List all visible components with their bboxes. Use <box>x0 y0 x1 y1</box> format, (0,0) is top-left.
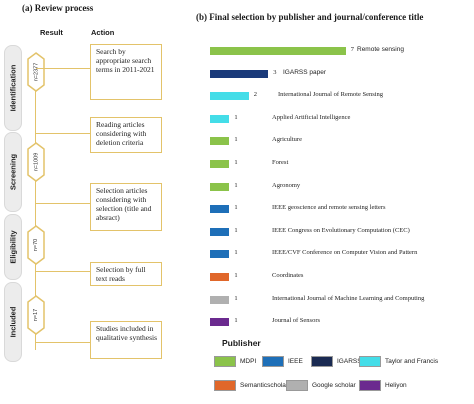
bar-12 <box>210 318 230 327</box>
phase-eligibility: Eligibility <box>4 214 22 280</box>
legend-label: Taylor and Francis <box>385 358 439 365</box>
bar-category-label: Agriculture <box>272 136 302 144</box>
phase-identification: Identification <box>4 45 22 131</box>
bar-value-label: 1 <box>234 204 238 212</box>
bar-9 <box>210 250 230 259</box>
bar-value-label: 1 <box>234 159 238 166</box>
connector-5 <box>36 342 90 343</box>
action-box-full-text: Selection by full text reads <box>90 262 162 286</box>
legend-label: IGARSS <box>337 358 362 365</box>
bar-value-label: 1 <box>234 294 238 302</box>
bar-11 <box>210 295 230 304</box>
legend-label: Semanticscholar <box>240 382 289 389</box>
action-box-included: Studies included in qualitative synthesi… <box>90 321 162 359</box>
bar-category-label: Coordinates <box>272 272 304 279</box>
bar-3 <box>210 114 230 123</box>
phase-screening: Screening <box>4 132 22 212</box>
legend-title: Publisher <box>222 338 261 348</box>
bar-category-label: IGARSS paper <box>283 68 326 76</box>
count-hexagon-screening: n=1009 <box>27 142 45 182</box>
count-hexagon-included: n=17 <box>27 295 45 335</box>
connector-2 <box>36 133 90 134</box>
connector-3 <box>36 203 90 204</box>
connector-4 <box>36 271 90 272</box>
bar-7 <box>210 205 230 214</box>
bar-0 <box>210 47 346 55</box>
bar-category-label: Applied Artificial Intelligence <box>272 113 351 121</box>
bar-value-label: 1 <box>234 113 238 121</box>
legend-label: MDPI <box>240 358 257 365</box>
bar-value-label: 1 <box>234 317 238 325</box>
bar-category-label: IEEE Congress on Evolutionary Computatio… <box>272 226 410 234</box>
bar-value-label: 1 <box>234 272 238 279</box>
count-hexagon-eligibility: n=70 <box>27 225 45 265</box>
bar-category-label: Forest <box>272 159 289 166</box>
bar-category-label: Remote sensing <box>357 46 404 53</box>
legend-label: Google scholar <box>312 382 356 389</box>
action-box-search: Search by appropriate search terms in 20… <box>90 44 162 100</box>
bar-4 <box>210 137 230 146</box>
bar-category-label: Agronomy <box>272 181 301 189</box>
bar-8 <box>210 227 230 236</box>
bar-value-label: 7 <box>350 46 355 53</box>
bar-category-label: International Journal of Machine Learnin… <box>272 294 425 302</box>
bar-2 <box>210 92 249 101</box>
legend-swatch <box>286 380 308 391</box>
count-hexagon-identification: n=2377 <box>27 52 45 92</box>
legend-swatch <box>359 356 381 367</box>
bar-value-label: 3 <box>273 68 277 76</box>
bar-value-label: 1 <box>234 226 238 234</box>
bar-category-label: International Journal of Remote Sensing <box>278 91 384 99</box>
bar-1 <box>210 69 269 78</box>
bar-value-label: 1 <box>234 181 238 189</box>
bar-value-label: 2 <box>253 91 258 99</box>
legend-swatch <box>214 356 236 367</box>
legend-swatch <box>214 380 236 391</box>
bar-10 <box>210 273 230 281</box>
bar-5 <box>210 160 230 168</box>
bar-category-label: IEEE/CVF Conference on Computer Vision a… <box>272 249 418 257</box>
result-column-header: Result <box>40 28 63 37</box>
action-box-selection: Selection articles considering with sele… <box>90 183 162 231</box>
bar-value-label: 1 <box>234 136 238 144</box>
review-process-title: (a) Review process <box>22 3 94 13</box>
bar-category-label: IEEE geoscience and remote sensing lette… <box>272 204 386 212</box>
legend-label: IEEE <box>288 358 303 365</box>
action-box-reading: Reading articles considering with deleti… <box>90 117 162 153</box>
bar-value-label: 1 <box>234 249 238 257</box>
final-selection-title: (b) Final selection by publisher and jou… <box>196 12 424 22</box>
legend-swatch <box>311 356 333 367</box>
legend-swatch <box>262 356 284 367</box>
bar-6 <box>210 182 230 191</box>
legend-swatch <box>359 380 381 391</box>
connector-1 <box>36 68 90 69</box>
action-column-header: Action <box>91 28 115 37</box>
legend-label: Heliyon <box>385 382 407 389</box>
flow-connector-line <box>35 62 36 350</box>
phase-included: Included <box>4 282 22 362</box>
bar-category-label: Journal of Sensors <box>272 317 321 325</box>
